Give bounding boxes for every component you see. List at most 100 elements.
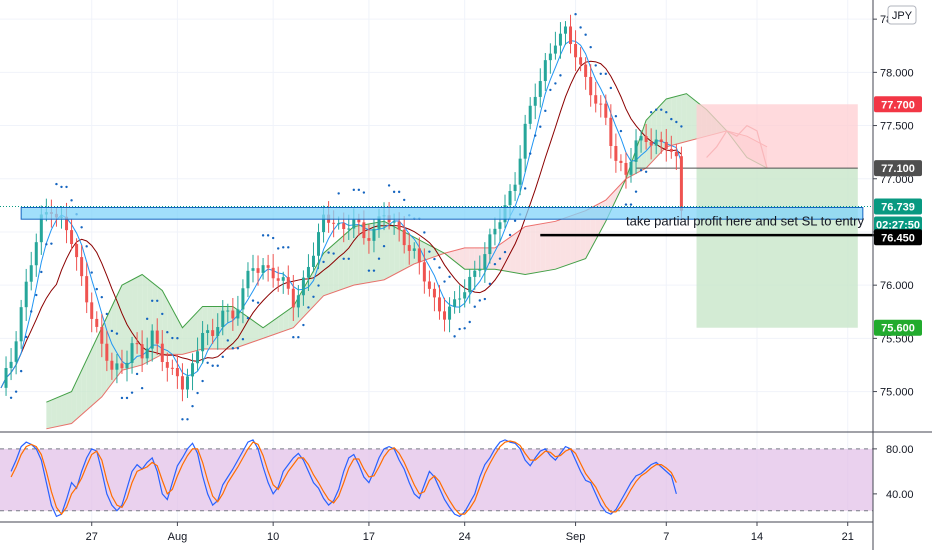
cloud-segment	[273, 317, 279, 335]
candle-body	[664, 142, 668, 149]
candle	[604, 94, 608, 126]
candle-body	[654, 139, 658, 146]
stop-loss-zone[interactable]	[696, 104, 858, 169]
psar-dot	[171, 336, 174, 340]
cloud-segment	[565, 216, 571, 266]
psar-dot	[670, 117, 673, 121]
candle	[271, 254, 275, 288]
candle-body	[669, 148, 673, 152]
psar-dot	[503, 250, 507, 254]
candle-body	[236, 309, 240, 319]
candle	[574, 30, 578, 71]
currency-badge[interactable]: JPY	[887, 5, 917, 25]
candle-body	[493, 228, 497, 235]
cloud-segment	[338, 235, 344, 291]
take-profit-zone[interactable]	[696, 168, 858, 328]
candle-body	[226, 310, 230, 312]
candle	[448, 297, 452, 333]
candle-body	[367, 238, 371, 241]
candle	[437, 285, 441, 320]
psar-dot	[639, 168, 643, 172]
psar-dot	[554, 82, 557, 85]
psar-dot	[392, 190, 396, 194]
candle-body	[402, 229, 406, 246]
cloud-segment	[247, 317, 253, 344]
candle	[90, 292, 94, 333]
cloud-segment	[212, 306, 218, 350]
cloud-segment	[429, 245, 435, 259]
time-tick-label: 14	[751, 531, 763, 543]
psar-dot	[614, 115, 618, 118]
candle-body	[317, 232, 321, 256]
cloud-segment	[666, 97, 672, 147]
cloud-segment	[384, 221, 390, 280]
cloud-segment	[177, 318, 183, 355]
support-zone[interactable]	[0, 206, 873, 220]
cloud-segment	[464, 247, 470, 270]
cloud-segment	[656, 104, 662, 158]
psar-dot	[241, 337, 245, 341]
candle-body	[120, 363, 124, 369]
psar-dot	[60, 185, 63, 189]
candle	[432, 282, 436, 312]
candle-body	[569, 26, 573, 45]
candle-body	[206, 330, 210, 333]
candle	[483, 242, 487, 283]
cloud-segment	[545, 222, 551, 271]
cloud-segment	[646, 114, 652, 169]
candle	[478, 255, 482, 278]
candle-body	[160, 343, 164, 363]
cloud-segment	[540, 223, 546, 272]
price-label-text: 77.700	[881, 99, 915, 111]
psar-dot	[70, 199, 73, 202]
support-zone-rect[interactable]	[20, 206, 864, 220]
psar-dot	[115, 332, 119, 335]
price-label[interactable]: 75.600	[874, 319, 922, 336]
price-label-text: 77.100	[881, 163, 915, 175]
price-tick-label: 77.500	[880, 121, 914, 133]
candle	[9, 348, 13, 381]
psar-dot	[125, 396, 129, 400]
candle	[306, 254, 310, 291]
candle-body	[518, 158, 522, 185]
psar-dot	[539, 125, 542, 128]
psar-dot	[594, 64, 597, 67]
price-label[interactable]: 76.739	[874, 198, 922, 215]
candle-body	[34, 242, 38, 266]
candle	[196, 337, 200, 371]
candle-body	[563, 26, 567, 34]
candle	[180, 363, 184, 402]
candle	[236, 295, 240, 326]
price-label[interactable]: 76.450	[874, 229, 922, 246]
psar-dot	[680, 125, 683, 128]
price-label[interactable]: 77.100	[874, 160, 922, 177]
cloud-segment	[61, 393, 67, 426]
psar-dot	[544, 109, 547, 113]
candle	[528, 97, 532, 130]
psar-dot	[176, 337, 179, 340]
psar-dot	[161, 312, 164, 316]
candle	[266, 254, 270, 282]
psar-dot	[65, 185, 68, 189]
position-tool[interactable]	[636, 104, 858, 328]
psar-dot	[105, 312, 109, 316]
price-tick-label: 77.000	[880, 174, 914, 186]
candle	[75, 238, 79, 271]
candle-body	[155, 330, 159, 344]
price-label[interactable]: 02:27:50	[874, 216, 922, 233]
psar-dot	[357, 188, 361, 192]
candle	[563, 21, 567, 45]
psar-dot	[191, 404, 194, 408]
candle	[493, 217, 497, 246]
candle	[558, 22, 562, 59]
candles	[4, 14, 683, 402]
candle	[110, 352, 114, 380]
price-label[interactable]: 77.700	[874, 96, 922, 113]
cloud-segment	[258, 324, 264, 341]
psar-dot	[251, 299, 255, 302]
psar-dot	[110, 329, 114, 333]
psar-dot	[55, 182, 58, 186]
candle	[569, 14, 573, 54]
cloud-segment	[91, 338, 97, 406]
psar-dot	[312, 295, 315, 298]
